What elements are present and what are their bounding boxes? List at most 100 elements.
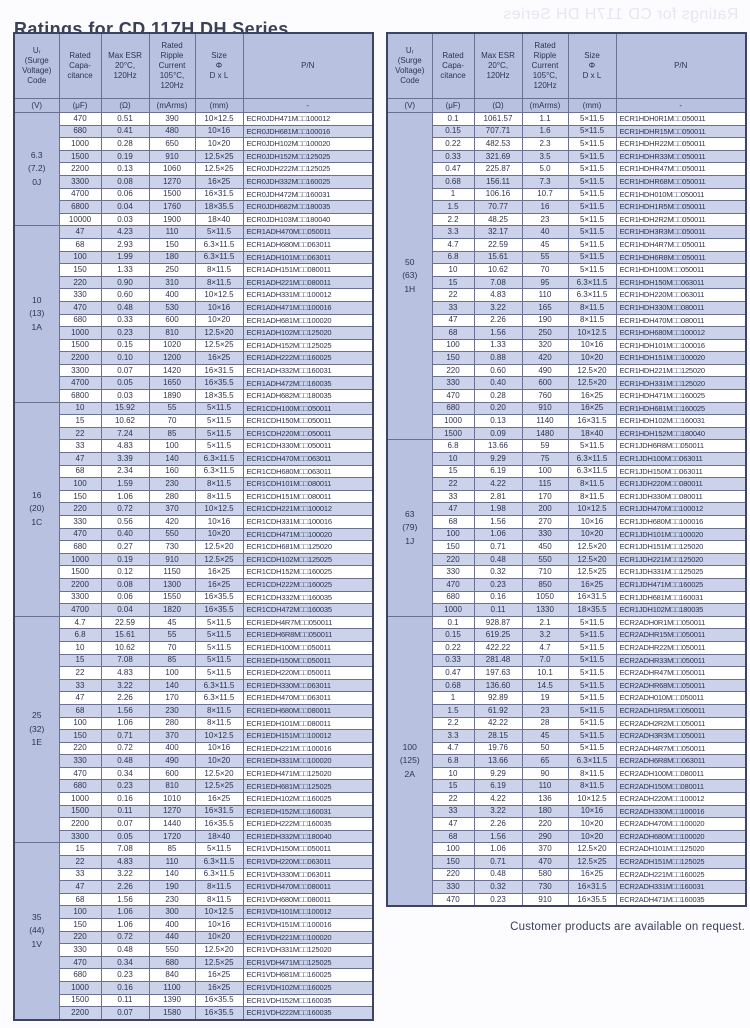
cell-capacitance: 33 <box>58 678 102 693</box>
table-row: 33 4.83 100 5×11.5 ECR1CDH330M□□050011 <box>14 439 374 454</box>
cell-capacitance: 150 <box>58 489 102 504</box>
cell-esr: 0.48 <box>100 943 150 957</box>
table-row: 2200 0.08 1300 16×25 ECR1CDH222M□□160025 <box>14 577 374 592</box>
cell-ripple-current: 55 <box>148 401 196 416</box>
cell-size: 8×11.5 <box>567 779 617 794</box>
cell-part-number: ECR1EDH681M□□125025 <box>242 779 374 794</box>
table-row: 1000 0.28 650 10×20 ECR0JDH102M□□100020 <box>14 137 374 151</box>
cell-capacitance: 220 <box>431 867 475 882</box>
cell-size: 6.3×11.5 <box>194 691 244 705</box>
cell-part-number: ECR1HDH681M□□160025 <box>615 401 747 416</box>
cell-ripple-current: 190 <box>521 313 569 328</box>
cell-size: 5×11.5 <box>567 666 617 680</box>
cell-ripple-current: 5.0 <box>521 162 569 176</box>
cell-size: 16×31.5 <box>194 804 244 819</box>
cell-size: 8×11.5 <box>194 477 244 491</box>
table-row: 1500 0.09 1480 18×40 ECR1HDH152M□□180040 <box>387 426 747 441</box>
cell-part-number: ECR1HDH470M□□080011 <box>615 313 747 328</box>
cell-capacitance: 0.33 <box>431 149 475 164</box>
table-row: 33 2.81 170 8×11.5 ECR1JDH330M□□080011 <box>387 489 747 504</box>
cell-part-number: ECR1JDH151M□□125020 <box>615 540 747 554</box>
cell-size: 10×16 <box>194 515 244 529</box>
cell-esr: 0.23 <box>100 326 150 340</box>
cell-size: 5×11.5 <box>567 250 617 265</box>
cell-part-number: ECR1ADH472M□□160035 <box>242 376 374 391</box>
cell-capacitance: 470 <box>58 300 102 315</box>
cell-part-number: ECR1ADH471M□□100016 <box>242 300 374 315</box>
cell-capacitance: 4700 <box>58 603 102 617</box>
table-row: 100 1.06 280 8×11.5 ECR1EDH101M□□080011 <box>14 716 374 731</box>
cell-capacitance: 47 <box>58 691 102 705</box>
cell-capacitance: 3300 <box>58 829 102 844</box>
cell-esr: 1061.57 <box>473 112 523 126</box>
table-row: 100 1.06 300 10×12.5 ECR1VDH101M□□100012 <box>14 905 374 919</box>
cell-capacitance: 1500 <box>58 338 102 353</box>
cell-size: 5×11.5 <box>194 439 244 454</box>
table-row: 0.15 707.71 1.6 5×11.5 ECR1HDHR15M□□050011 <box>387 124 747 139</box>
cell-capacitance: 68 <box>431 829 475 844</box>
cell-size: 5×11.5 <box>567 615 617 630</box>
cell-capacitance: 15 <box>58 653 102 668</box>
cell-ripple-current: 1.1 <box>521 112 569 126</box>
cell-capacitance: 100 <box>58 905 102 919</box>
table-row: 6800 0.04 1760 18×35.5 ECR0JDH682M□□180035 <box>14 200 374 214</box>
cell-ripple-current: 580 <box>521 867 569 882</box>
cell-part-number: ECR1CDH152M□□160025 <box>242 565 374 579</box>
column-header-size: Size Φ D x L <box>567 32 617 99</box>
table-row: 1 106.16 10.7 5×11.5 ECR1HDH010M□□050011 <box>387 187 747 202</box>
table-row: 100 1.33 320 10×16 ECR1HDH101M□□100016 <box>387 338 747 353</box>
cell-ripple-current: 270 <box>521 515 569 529</box>
cell-ripple-current: 530 <box>148 300 196 315</box>
cell-esr: 707.71 <box>473 124 523 139</box>
cell-part-number: ECR0JDH682M□□180035 <box>242 200 374 214</box>
cell-ripple-current: 150 <box>148 237 196 252</box>
cell-part-number: ECR1VDH331M□□125020 <box>242 943 374 957</box>
cell-size: 6.3×11.5 <box>567 288 617 302</box>
cell-capacitance: 150 <box>58 729 102 743</box>
cell-capacitance: 1000 <box>58 326 102 340</box>
cell-part-number: ECR1HDHR22M□□050011 <box>615 137 747 151</box>
cell-size: 16×25 <box>194 968 244 982</box>
cell-size: 8×11.5 <box>567 477 617 491</box>
cell-ripple-current: 490 <box>148 754 196 768</box>
voltage-code-cell: 35 (44) 1V <box>13 842 60 1021</box>
table-row: 15 6.19 110 8×11.5 ECR2ADH150M□□080011 <box>387 779 747 794</box>
cell-esr: 3.22 <box>473 300 523 315</box>
cell-capacitance: 0.68 <box>431 174 475 189</box>
table-row: 1500 0.15 1020 12.5×25 ECR1ADH152M□□125025 <box>14 338 374 353</box>
table-row: 4.7 19.76 50 5×11.5 ECR2ADH4R7M□□050011 <box>387 741 747 756</box>
cell-esr: 619.25 <box>473 628 523 642</box>
cell-size: 18×35.5 <box>194 200 244 214</box>
cell-ripple-current: 1270 <box>148 804 196 819</box>
cell-part-number: ECR2ADH680M□□100020 <box>615 829 747 844</box>
cell-ripple-current: 550 <box>148 527 196 542</box>
cell-ripple-current: 180 <box>521 804 569 819</box>
cell-part-number: ECR1JDH150M□□063011 <box>615 464 747 479</box>
cell-part-number: ECR0JDH332M□□160025 <box>242 174 374 189</box>
cell-part-number: ECR1CDH470M□□063011 <box>242 452 374 466</box>
cell-part-number: ECR0JDH222M□□125025 <box>242 162 374 176</box>
table-row: 220 0.72 400 10×16 ECR1EDH221M□□100016 <box>14 741 374 756</box>
cell-capacitance: 100 <box>431 338 475 353</box>
cell-part-number: ECR1VDH471M□□125025 <box>242 955 374 970</box>
cell-esr: 0.10 <box>100 351 150 365</box>
column-header-pn: P/N <box>615 32 747 99</box>
cell-capacitance: 1 <box>431 691 475 705</box>
table-row: 1.5 61.92 23 5×11.5 ECR2ADH1R5M□□050011 <box>387 703 747 718</box>
cell-capacitance: 0.1 <box>431 112 475 126</box>
cell-ripple-current: 320 <box>521 338 569 353</box>
cell-size: 5×11.5 <box>194 666 244 680</box>
unit-header: (V) <box>386 98 433 113</box>
table-row: 330 0.48 490 10×20 ECR1EDH331M□□100020 <box>14 754 374 768</box>
table-row: 16 (20) 1C 10 15.92 55 5×11.5 ECR1CDH100M□□05… <box>13 401 374 617</box>
cell-part-number: ECR1JDH221M□□125020 <box>615 552 747 567</box>
voltage-code-cell: 16 (20) 1C <box>13 401 60 617</box>
cell-capacitance: 100 <box>431 527 475 542</box>
cell-size: 10×12.5 <box>194 502 244 516</box>
cell-ripple-current: 4.7 <box>521 640 569 655</box>
table-row: 680 0.20 910 16×25 ECR1HDH681M□□160025 <box>387 401 747 416</box>
column-header-voltage: Uᵣ (Surge Voltage) Code <box>13 32 60 99</box>
cell-ripple-current: 59 <box>521 439 569 454</box>
cell-capacitance: 6.8 <box>431 439 475 454</box>
